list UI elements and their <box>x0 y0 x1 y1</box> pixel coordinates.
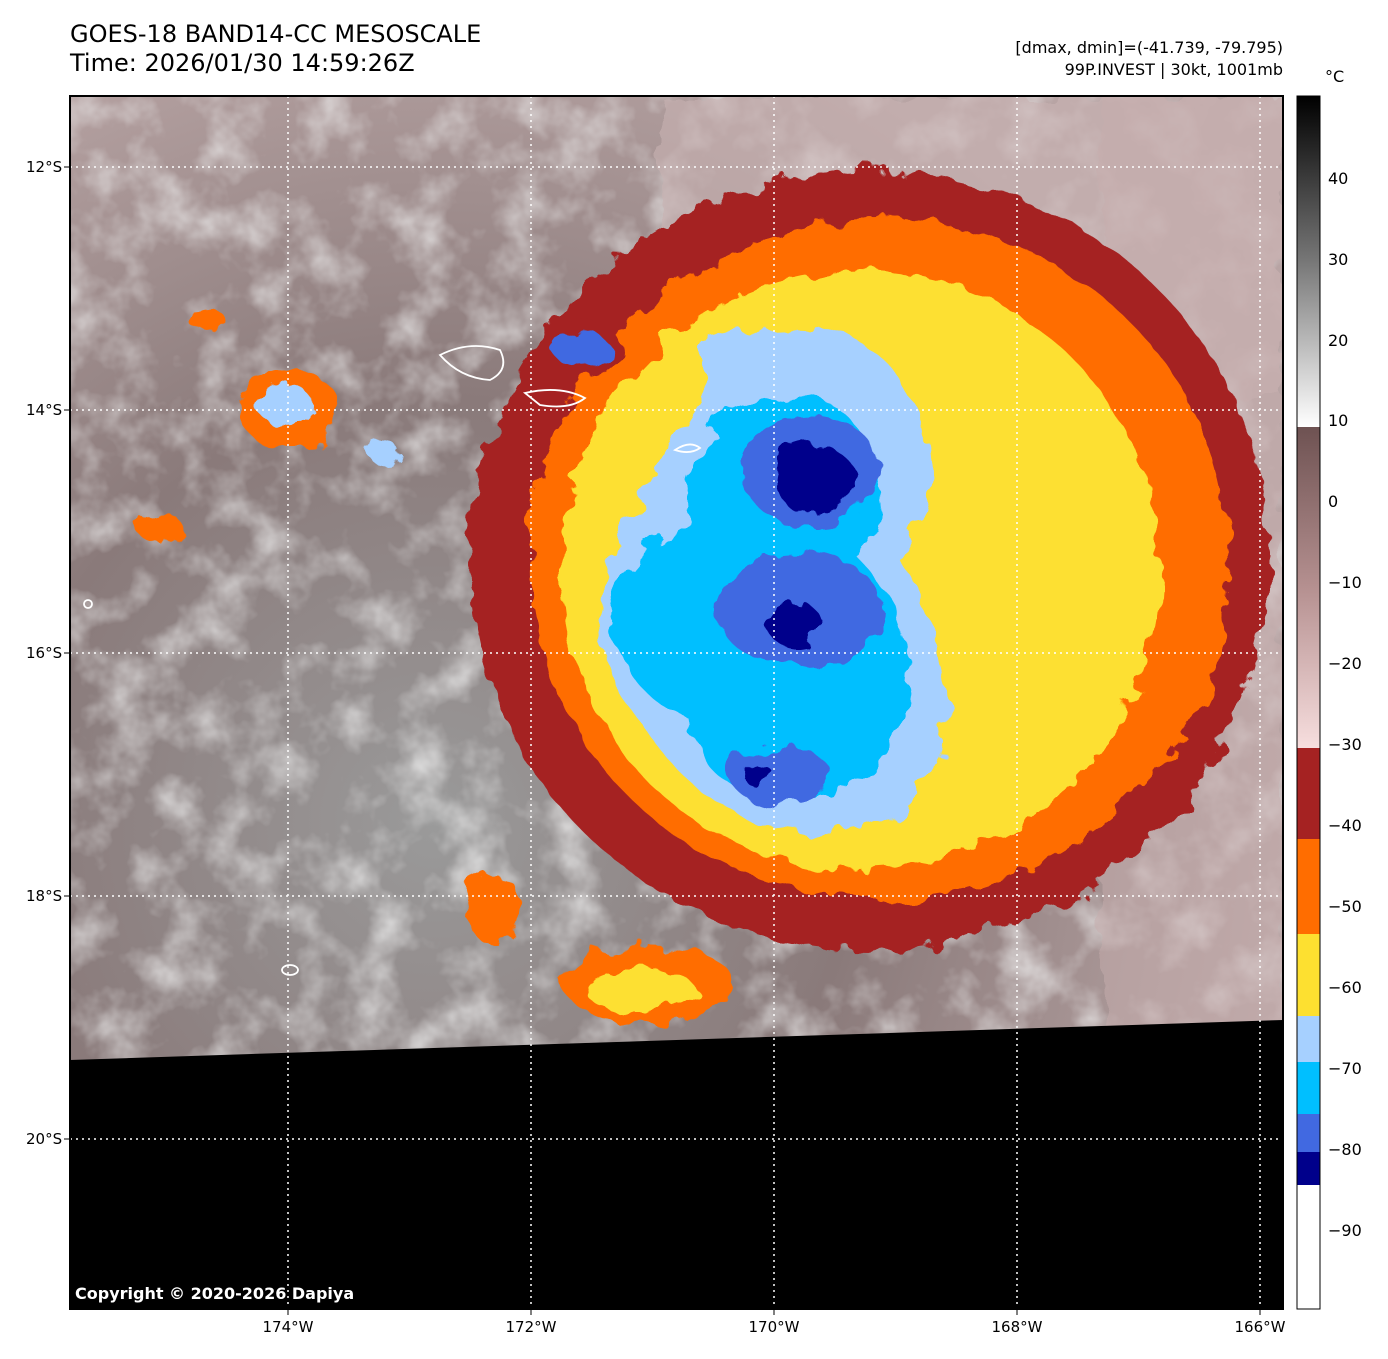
map-title: GOES-18 BAND14-CC MESOSCALE Time: 2026/0… <box>70 20 481 78</box>
cb-seg-minus40 <box>1297 748 1320 839</box>
cell-far-nw <box>189 308 225 332</box>
lat-label-20s: 20°S <box>26 1130 63 1148</box>
copyright-notice: Copyright © 2020-2026 Dapiya <box>75 1284 355 1303</box>
cb-tick-label: −80 <box>1328 1140 1362 1159</box>
cell-sw <box>467 875 523 945</box>
cb-seg-minus80 <box>1297 1152 1320 1185</box>
lon-label-170w: 170°W <box>748 1318 800 1336</box>
cb-seg-minus90 <box>1297 1185 1320 1309</box>
cb-seg-minus60 <box>1297 934 1320 1016</box>
cb-tick-label: −10 <box>1328 573 1362 592</box>
lat-label-14s: 14°S <box>26 401 63 419</box>
core-south-75 <box>730 745 830 805</box>
lon-label-172w: 172°W <box>505 1318 557 1336</box>
island-wallis <box>83 599 93 609</box>
cell-far-west <box>138 512 182 544</box>
island-tutuila <box>672 443 702 453</box>
info-line-1: [dmax, dmin]=(-41.739, -79.795) <box>1015 38 1283 57</box>
cb-tick-label: −40 <box>1328 816 1362 835</box>
core-south-80 <box>744 763 772 787</box>
cb-seg-minus50 <box>1297 839 1320 934</box>
island-niuafoou <box>281 964 299 976</box>
cell-nw-inner <box>554 332 610 368</box>
cell-south-inner <box>585 968 695 1012</box>
colorbar <box>1296 95 1321 1310</box>
core-center-80 <box>767 603 823 647</box>
cb-tick-label: −30 <box>1328 735 1362 754</box>
imagery <box>70 96 1283 1309</box>
cb-frame <box>1296 95 1321 1310</box>
gridlines <box>70 96 1283 1309</box>
cell-small <box>369 443 401 465</box>
lat-label-18s: 18°S <box>26 887 63 905</box>
colorbar-unit: °C <box>1325 67 1345 86</box>
axis-ticks <box>64 166 1261 1315</box>
island-upolu <box>522 389 587 408</box>
cb-tick-label: −50 <box>1328 897 1362 916</box>
cb-seg-minus65 <box>1297 1016 1320 1062</box>
lon-label-166w: 166°W <box>1234 1318 1286 1336</box>
info-line-2: 99P.INVEST | 30kt, 1001mb <box>1064 60 1283 79</box>
cb-seg-mid <box>1297 427 1320 748</box>
lat-label-12s: 12°S <box>26 158 63 176</box>
cb-seg-minus70 <box>1297 1062 1320 1114</box>
no-data-region <box>70 1020 1283 1309</box>
cb-tick-label: −90 <box>1328 1221 1362 1240</box>
cell-west-inner <box>257 385 313 425</box>
lon-label-168w: 168°W <box>991 1318 1043 1336</box>
storm-info: [dmax, dmin]=(-41.739, -79.795) 99P.INVE… <box>1015 37 1283 81</box>
cb-tick-label: 20 <box>1328 331 1349 350</box>
cb-tick-label: −20 <box>1328 654 1362 673</box>
core-north-80 <box>775 445 855 515</box>
cb-tick-label: 40 <box>1328 169 1349 188</box>
cb-tick-label: 0 <box>1328 492 1339 511</box>
cb-seg-warm <box>1297 96 1320 427</box>
cb-tick-label: 30 <box>1328 250 1349 269</box>
map-frame <box>69 95 1284 1310</box>
cb-tick-label: −70 <box>1328 1059 1362 1078</box>
cb-seg-minus75 <box>1297 1114 1320 1152</box>
island-savaii <box>438 345 505 381</box>
lon-label-174w: 174°W <box>262 1318 314 1336</box>
cb-tick-label: −60 <box>1328 978 1362 997</box>
lat-label-16s: 16°S <box>26 644 63 662</box>
title-line-2: Time: 2026/01/30 14:59:26Z <box>70 49 415 77</box>
title-line-1: GOES-18 BAND14-CC MESOSCALE <box>70 20 482 48</box>
storm-cloud <box>138 170 1270 1025</box>
cb-tick-label: 10 <box>1328 411 1349 430</box>
